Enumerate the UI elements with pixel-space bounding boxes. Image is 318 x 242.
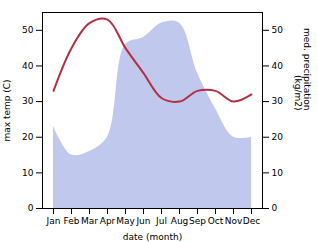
svg-text:Jul: Jul (155, 216, 167, 226)
svg-text:Mar: Mar (81, 216, 98, 226)
svg-text:May: May (116, 216, 135, 226)
svg-text:Oct: Oct (208, 216, 224, 226)
svg-text:Dec: Dec (243, 216, 260, 226)
svg-text:Sep: Sep (189, 216, 206, 226)
svg-text:30: 30 (22, 96, 34, 106)
svg-text:40: 40 (22, 61, 34, 71)
svg-text:0: 0 (28, 203, 34, 213)
svg-text:30: 30 (272, 96, 284, 106)
svg-text:Apr: Apr (100, 216, 116, 226)
svg-text:date (month): date (month) (123, 232, 182, 242)
svg-text:med. precipitation(kg/m2): med. precipitation(kg/m2) (293, 28, 312, 110)
svg-text:Jun: Jun (135, 216, 150, 226)
svg-text:0: 0 (272, 203, 278, 213)
svg-text:10: 10 (272, 168, 284, 178)
svg-text:Nov: Nov (225, 216, 243, 226)
svg-text:50: 50 (22, 25, 34, 35)
svg-text:Jan: Jan (46, 216, 61, 226)
svg-text:40: 40 (272, 61, 284, 71)
svg-text:max temp (C): max temp (C) (2, 79, 12, 141)
svg-text:10: 10 (22, 168, 34, 178)
svg-text:Aug: Aug (171, 216, 189, 226)
svg-text:20: 20 (272, 132, 284, 142)
svg-text:50: 50 (272, 25, 284, 35)
svg-text:Feb: Feb (64, 216, 80, 226)
svg-text:20: 20 (22, 132, 34, 142)
